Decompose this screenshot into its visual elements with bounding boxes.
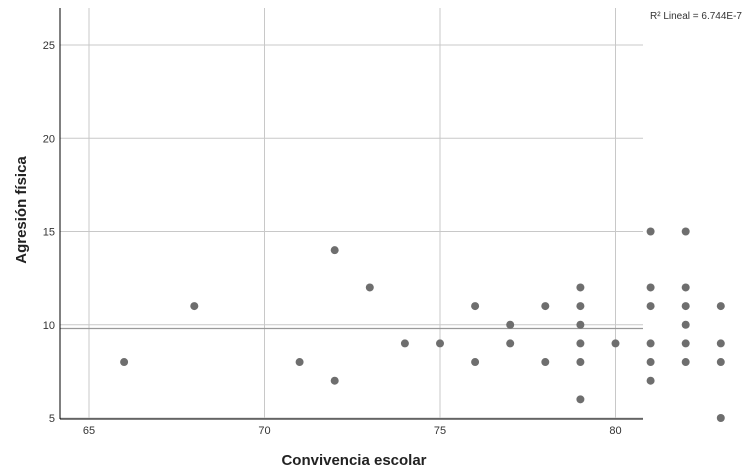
data-point [646, 283, 655, 292]
y-axis-title: Agresión física [13, 156, 30, 264]
data-point [646, 358, 655, 367]
data-point [576, 395, 585, 404]
data-point [330, 246, 339, 255]
data-point [576, 339, 585, 348]
data-point [681, 227, 690, 236]
data-point [365, 283, 374, 292]
y-tick-label: 5 [49, 413, 55, 425]
data-point [681, 358, 690, 367]
data-point [646, 302, 655, 311]
data-point [576, 358, 585, 367]
data-point [681, 302, 690, 311]
data-point [646, 376, 655, 385]
data-point [716, 302, 725, 311]
data-point [646, 227, 655, 236]
data-point [646, 339, 655, 348]
data-point [716, 414, 725, 422]
data-point [576, 320, 585, 329]
grid-lines [60, 8, 643, 419]
data-point [436, 339, 444, 348]
data-point [506, 320, 515, 329]
data-point [471, 358, 480, 367]
data-point [716, 339, 725, 348]
data-point [541, 358, 550, 367]
y-tick-label: 15 [43, 227, 55, 239]
data-point [576, 283, 585, 292]
data-point [681, 320, 690, 329]
y-tick-label: 10 [43, 320, 55, 332]
x-axis-title: Convivencia escolar [281, 452, 426, 469]
data-point [611, 339, 620, 348]
data-point [506, 339, 515, 348]
data-point [400, 339, 409, 348]
x-tick-label: 70 [258, 425, 270, 437]
data-point [471, 302, 480, 311]
x-tick-label: 75 [434, 425, 446, 437]
data-point [681, 283, 690, 292]
y-tick-label: 25 [43, 40, 55, 52]
x-tick-labels: 65707580859095 [83, 425, 622, 437]
y-tick-label: 20 [43, 133, 55, 145]
x-tick-label: 65 [83, 425, 95, 437]
data-point [716, 358, 725, 367]
data-point [295, 358, 304, 367]
x-tick-label: 80 [609, 425, 621, 437]
data-point [681, 339, 690, 348]
data-point [576, 302, 585, 311]
data-point [541, 302, 550, 311]
y-tick-labels: 5 10 15 20 25 [43, 40, 55, 425]
data-point [190, 302, 199, 311]
r2-annotation: R² Lineal = 6.744E-7 [650, 11, 742, 22]
data-point [330, 376, 339, 385]
data-points [120, 227, 725, 422]
data-point [120, 358, 129, 367]
